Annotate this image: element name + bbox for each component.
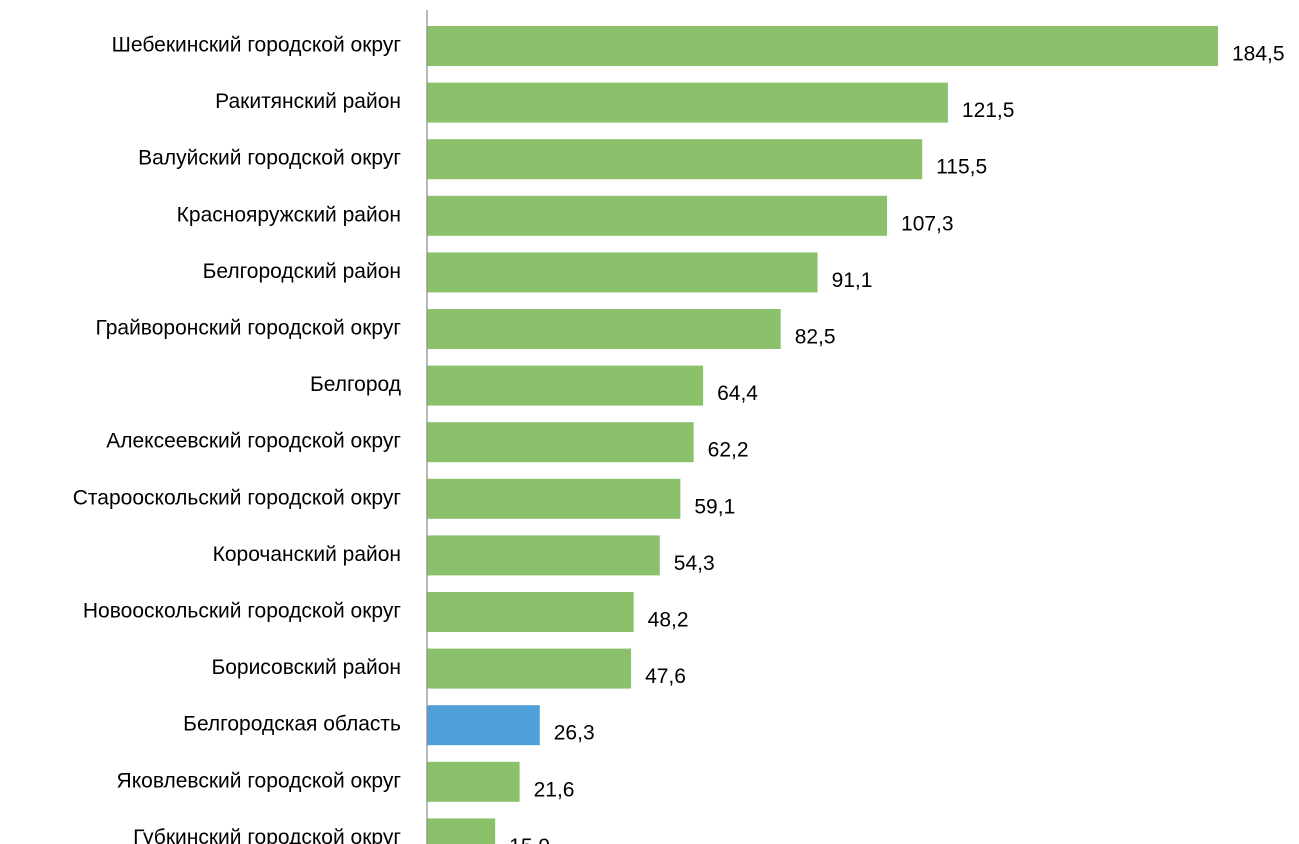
bar-0 xyxy=(427,26,1218,66)
category-label-0: Шебекинский городской округ xyxy=(112,34,402,57)
category-label-7: Алексеевский городской округ xyxy=(106,430,401,453)
bar-9 xyxy=(427,535,660,576)
category-label-13: Яковлевский городской округ xyxy=(117,769,402,792)
value-label-4: 91,1 xyxy=(832,269,873,292)
bar-3 xyxy=(427,195,888,236)
value-label-11: 47,6 xyxy=(645,665,686,688)
category-label-12: Белгородская область xyxy=(183,713,401,736)
value-label-14: 15,9 xyxy=(509,835,550,844)
category-label-1: Ракитянский район xyxy=(215,90,401,113)
category-label-8: Старооскольский городской округ xyxy=(73,486,402,509)
bar-12 xyxy=(427,705,540,746)
value-label-9: 54,3 xyxy=(674,552,715,575)
category-label-11: Борисовский район xyxy=(211,656,401,679)
bar-5 xyxy=(427,309,781,349)
value-label-13: 21,6 xyxy=(534,778,575,801)
category-label-9: Корочанский район xyxy=(213,543,401,566)
category-label-10: Новооскольский городской округ xyxy=(83,600,401,623)
value-labels-layer: 184,5 121,5 115,5 107,3 91,1 82,5 64,4 62,2 59,1… xyxy=(509,43,1284,844)
category-label-3: Краснояружский район xyxy=(177,203,401,226)
value-label-10: 48,2 xyxy=(648,609,689,632)
bars-layer xyxy=(427,26,1218,844)
bar-11 xyxy=(427,648,632,689)
category-label-6: Белгород xyxy=(310,373,401,396)
category-label-2: Валуйский городской округ xyxy=(138,147,401,170)
bar-7 xyxy=(427,422,694,463)
bar-6 xyxy=(427,365,704,406)
value-label-5: 82,5 xyxy=(795,326,836,349)
value-label-8: 59,1 xyxy=(694,495,735,518)
value-label-3: 107,3 xyxy=(901,212,954,235)
category-label-5: Грайворонский городской округ xyxy=(96,317,402,340)
value-label-0: 184,5 xyxy=(1232,43,1285,66)
bar-10 xyxy=(427,592,634,632)
bar-1 xyxy=(427,82,948,123)
bar-2 xyxy=(427,139,923,180)
bar-13 xyxy=(427,761,520,802)
bar-8 xyxy=(427,478,681,519)
category-labels-layer: Шебекинский городской округ Ракитянский р… xyxy=(73,34,402,844)
value-label-1: 121,5 xyxy=(962,99,1015,122)
value-label-7: 62,2 xyxy=(708,439,749,462)
value-label-6: 64,4 xyxy=(717,382,758,405)
value-label-12: 26,3 xyxy=(554,722,595,745)
category-label-4: Белгородский район xyxy=(203,260,401,283)
value-label-2: 115,5 xyxy=(936,156,987,179)
bar-4 xyxy=(427,252,818,293)
category-label-14: Губкинский городской округ xyxy=(133,826,401,844)
bar-14 xyxy=(427,818,496,844)
